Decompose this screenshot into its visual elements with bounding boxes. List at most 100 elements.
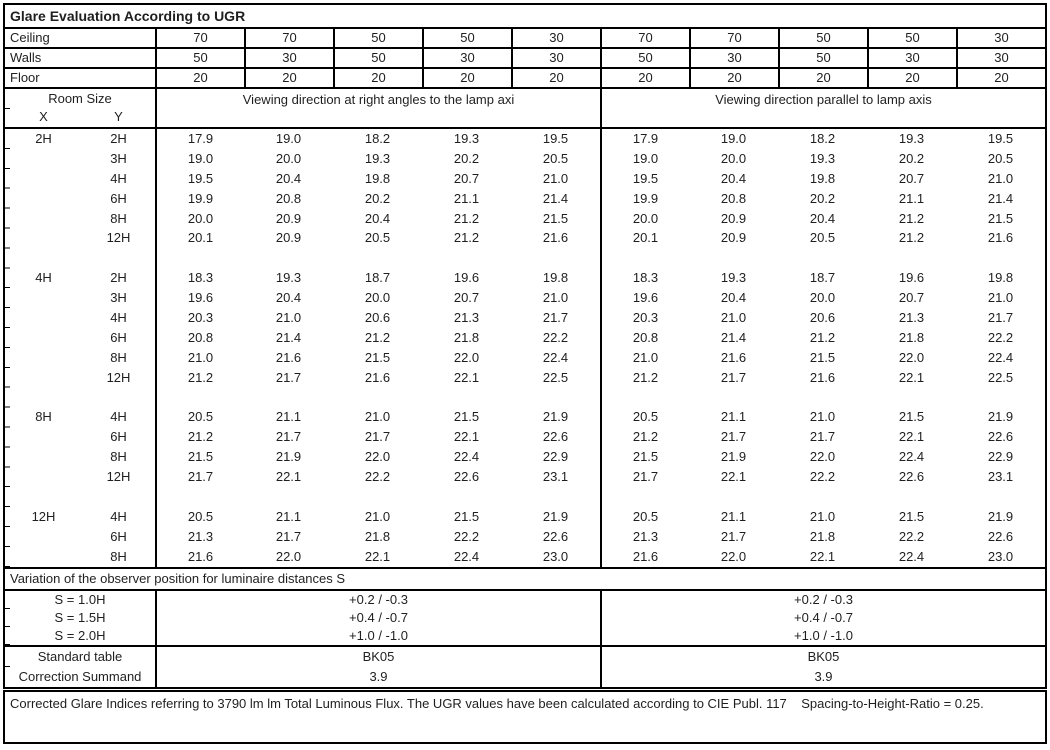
ugr-value-cell: 21.7 [275, 528, 302, 544]
surface-value-cell: 30 [244, 49, 333, 67]
footer-note: Corrected Glare Indices referring to 379… [3, 689, 1047, 744]
ugr-value-cell: 21.6 [155, 546, 244, 567]
surface-value-cell: 20 [689, 69, 778, 87]
ugr-value-cell: 19.3 [809, 150, 836, 166]
ugr-value-cell: 22.6 [987, 528, 1014, 544]
ugr-value-cell: 19.8 [809, 170, 836, 186]
ugr-value-cell: 20.9 [720, 210, 747, 226]
ugr-value-cell: 21.1 [275, 508, 302, 524]
ugr-value-cell [333, 388, 422, 408]
ugr-value-cell: 21.1 [720, 409, 747, 425]
ugr-value-cell: 18.7 [809, 270, 836, 286]
room-y-value: 6H [110, 329, 127, 345]
room-x-value: 12H [31, 508, 56, 524]
ugr-value-cell: 20.5 [155, 407, 244, 428]
ugr-value-cell: 22.1 [453, 429, 480, 445]
ugr-value-cell: 21.2 [155, 367, 244, 388]
room-size-header: Room Size X Y [5, 89, 155, 127]
ugr-value-cell: 21.5 [453, 409, 480, 425]
ugr-value-cell: 22.6 [542, 429, 569, 445]
ugr-value-cell [600, 487, 689, 507]
ugr-value-cell: 22.4 [453, 449, 480, 465]
ugr-value-cell: 20.0 [275, 150, 302, 166]
room-x-value [5, 547, 82, 567]
surface-value-cell: 50 [333, 49, 422, 67]
surface-value-cell: 50 [600, 49, 689, 67]
surface-value-cell: 50 [778, 49, 867, 67]
ugr-value-cell: 22.4 [987, 349, 1014, 365]
room-y-value: 4H [110, 310, 127, 326]
ugr-value-cell: 21.0 [987, 170, 1014, 186]
ugr-value-cell [689, 248, 778, 268]
ugr-value-cell: 22.1 [364, 548, 391, 564]
ugr-value-cell: 22.9 [542, 449, 569, 465]
room-y-value: 3H [110, 290, 127, 306]
ugr-value-cell: 21.7 [275, 369, 302, 385]
room-x-value [5, 169, 82, 189]
ugr-value-cell: 21.9 [275, 449, 302, 465]
room-y-value: 6H [110, 528, 127, 544]
ugr-value-cell: 21.6 [809, 369, 836, 385]
ugr-value-cell: 21.4 [987, 190, 1014, 206]
room-x-value [5, 209, 82, 229]
room-x-value [5, 388, 82, 408]
ugr-value-cell: 21.8 [809, 528, 836, 544]
ugr-value-cell: 20.9 [275, 230, 302, 246]
ugr-value-cell: 21.2 [155, 427, 244, 448]
room-x-value: 8H [35, 409, 52, 425]
ugr-value-cell: 21.6 [987, 230, 1014, 246]
ugr-value-cell: 21.4 [720, 329, 747, 345]
ugr-value-cell: 21.0 [600, 347, 689, 368]
ugr-value-cell: 20.2 [809, 190, 836, 206]
ugr-value-cell: 21.9 [720, 449, 747, 465]
room-y-value [82, 388, 155, 408]
room-y-value: 12H [106, 469, 131, 485]
ugr-value-cell: 20.0 [155, 208, 244, 229]
ugr-value-cell: 22.9 [987, 449, 1014, 465]
observer-distance-label: S = 1.5H [54, 609, 106, 625]
ugr-value-cell: 22.2 [987, 329, 1014, 345]
ugr-value-cell: 21.3 [453, 310, 480, 326]
ugr-value-cell: 20.4 [275, 170, 302, 186]
ugr-value-cell: 21.2 [600, 427, 689, 448]
ugr-value-cell: 22.4 [898, 548, 925, 564]
ugr-value-cell: 22.4 [898, 449, 925, 465]
ugr-value-cell: 20.8 [720, 190, 747, 206]
observer-distance-label: S = 2.0H [54, 627, 106, 643]
ugr-value-cell: 19.5 [542, 131, 569, 146]
ugr-table-row: 12H 20.1 20.9 20.5 21.2 21.6 20.1 20.9 20.5 21.2 2… [5, 228, 1045, 249]
ugr-value-cell: 22.0 [809, 449, 836, 465]
room-y-value: 3H [110, 150, 127, 166]
x-column-label: X [39, 109, 48, 124]
surface-value-cell: 70 [244, 29, 333, 47]
ugr-value-cell: 20.5 [542, 150, 569, 166]
ugr-value-cell: 21.6 [720, 349, 747, 365]
ugr-value-cell [778, 388, 867, 408]
ugr-value-cell: 20.8 [600, 327, 689, 348]
ugr-value-cell [422, 248, 511, 268]
room-y-value: 4H [110, 508, 127, 524]
ugr-value-cell: 20.9 [720, 230, 747, 246]
ugr-value-cell: 21.8 [364, 528, 391, 544]
ugr-value-cell: 20.7 [453, 290, 480, 306]
ugr-table-row: 12H 21.7 22.1 22.2 22.6 23.1 21.7 22.1 22.2 22.6 2… [5, 467, 1045, 488]
ugr-value-cell: 19.9 [600, 188, 689, 209]
surface-reflectance-rows: Ceiling 70 70 50 50 30 70 70 50 50 30 Walls 50 30 50 30… [5, 27, 1045, 87]
ugr-table-row: 8H 21.6 22.0 22.1 22.4 23.0 21.6 22.0 22.1 22.4 23… [5, 546, 1045, 567]
ugr-value-cell: 22.6 [987, 429, 1014, 445]
ugr-value-cell: 21.8 [453, 329, 480, 345]
variation-value-left: +0.4 / -0.7 [155, 608, 600, 627]
ugr-value-cell: 20.4 [720, 170, 747, 186]
ugr-value-cell: 22.2 [453, 528, 480, 544]
surface-row: Ceiling 70 70 50 50 30 70 70 50 50 30 [5, 27, 1045, 47]
ugr-value-cell: 21.5 [364, 349, 391, 365]
room-y-value: 6H [110, 190, 127, 206]
ugr-value-cell: 22.5 [542, 369, 569, 385]
room-x-value [5, 427, 82, 447]
summary-value-left: 3.9 [155, 666, 600, 687]
ugr-value-cell: 19.6 [898, 270, 925, 286]
ugr-value-cell: 21.7 [542, 310, 569, 326]
ugr-value-cell: 20.7 [898, 170, 925, 186]
y-column-label: Y [114, 109, 123, 124]
surface-value-cell: 20 [956, 69, 1045, 87]
